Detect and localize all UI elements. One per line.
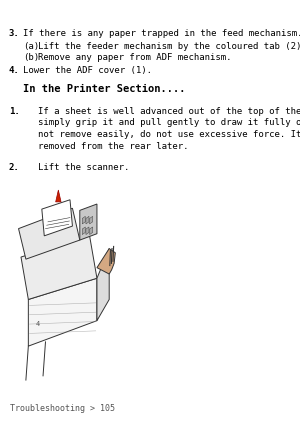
Text: simply grip it and pull gently to draw it fully out. If it does: simply grip it and pull gently to draw i… bbox=[38, 118, 300, 127]
Text: (b): (b) bbox=[23, 53, 40, 62]
Polygon shape bbox=[28, 279, 97, 346]
Text: 2.: 2. bbox=[9, 163, 20, 172]
Text: If a sheet is well advanced out of the top of the printer,: If a sheet is well advanced out of the t… bbox=[38, 106, 300, 115]
Polygon shape bbox=[19, 209, 80, 259]
Text: (a): (a) bbox=[23, 42, 40, 51]
Text: Lift the feeder mechanism by the coloured tab (2).: Lift the feeder mechanism by the coloure… bbox=[38, 42, 300, 51]
Text: Lift the scanner.: Lift the scanner. bbox=[38, 163, 129, 172]
Polygon shape bbox=[82, 227, 85, 235]
Polygon shape bbox=[42, 200, 72, 236]
Text: In the Printer Section....: In the Printer Section.... bbox=[23, 84, 186, 94]
Polygon shape bbox=[97, 249, 115, 274]
Polygon shape bbox=[82, 217, 85, 225]
Text: 4.: 4. bbox=[9, 66, 20, 75]
Text: not remove easily, do not use excessive force. It can be: not remove easily, do not use excessive … bbox=[38, 130, 300, 139]
Polygon shape bbox=[86, 217, 89, 225]
Text: Remove any paper from ADF mechanism.: Remove any paper from ADF mechanism. bbox=[38, 53, 232, 62]
Text: Lower the ADF cover (1).: Lower the ADF cover (1). bbox=[23, 66, 152, 75]
Polygon shape bbox=[21, 236, 97, 300]
Polygon shape bbox=[56, 190, 61, 202]
Text: 1.: 1. bbox=[9, 106, 20, 115]
Text: 3.: 3. bbox=[9, 29, 20, 38]
Polygon shape bbox=[90, 227, 93, 235]
Text: 4: 4 bbox=[36, 320, 40, 326]
Text: Troubleshooting > 105: Troubleshooting > 105 bbox=[10, 403, 115, 412]
Text: If there is any paper trapped in the feed mechanism.: If there is any paper trapped in the fee… bbox=[23, 29, 300, 38]
Polygon shape bbox=[90, 217, 93, 225]
Text: removed from the rear later.: removed from the rear later. bbox=[38, 142, 188, 151]
Polygon shape bbox=[80, 204, 97, 241]
Polygon shape bbox=[97, 249, 109, 321]
Polygon shape bbox=[86, 227, 89, 235]
